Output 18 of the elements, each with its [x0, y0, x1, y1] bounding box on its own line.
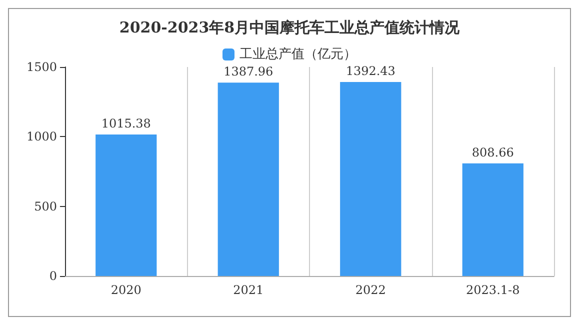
data-label: 1392.43 — [346, 64, 396, 78]
chart-title: 2020-2023年8月中国摩托车工业总产值统计情况 — [119, 18, 461, 36]
x-tick-label: 2021 — [233, 283, 264, 297]
y-tick-label: 1000 — [26, 130, 57, 144]
data-label: 1015.38 — [101, 116, 151, 131]
x-tick-label: 2022 — [355, 283, 386, 297]
legend-label: 工业总产值（亿元） — [240, 47, 356, 62]
bar — [462, 163, 524, 276]
y-tick-label: 1500 — [26, 60, 57, 74]
x-tick-label: 2020 — [110, 283, 142, 297]
data-label: 808.66 — [472, 145, 514, 160]
data-label: 1387.96 — [224, 64, 274, 79]
y-tick-label: 500 — [34, 199, 57, 214]
bar — [340, 82, 402, 276]
bar — [218, 82, 279, 276]
x-tick-label: 2023.1-8 — [466, 283, 520, 297]
bar — [96, 134, 157, 276]
y-tick-label: 0 — [49, 269, 57, 283]
